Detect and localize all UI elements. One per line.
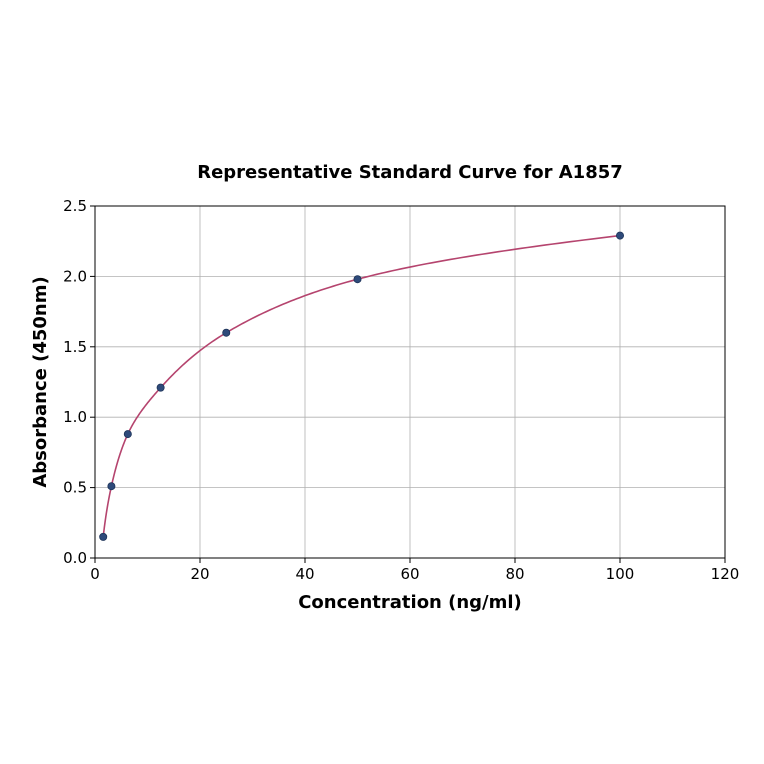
y-axis-ticks: 0.0 0.5 1.0 1.5 2.0 2.5 — [63, 197, 95, 567]
y-tick-label: 0.5 — [63, 479, 87, 497]
chart-title: Representative Standard Curve for A1857 — [197, 162, 623, 183]
grid-lines — [94, 205, 726, 559]
y-tick-label: 1.5 — [63, 338, 87, 356]
data-point — [99, 532, 108, 541]
x-tick-label: 60 — [400, 565, 419, 583]
data-point — [616, 231, 625, 240]
data-point — [222, 328, 231, 337]
data-point — [156, 383, 165, 392]
data-point — [107, 482, 116, 491]
x-tick-label: 40 — [295, 565, 314, 583]
x-tick-label: 120 — [711, 565, 740, 583]
y-tick-label: 2.0 — [63, 267, 87, 285]
y-tick-label: 2.5 — [63, 197, 87, 215]
x-tick-label: 0 — [90, 565, 100, 583]
y-tick-label: 1.0 — [63, 408, 87, 426]
y-tick-label: 0.0 — [63, 549, 87, 567]
x-tick-label: 100 — [606, 565, 635, 583]
fitted-curve — [102, 234, 621, 537]
x-tick-label: 20 — [190, 565, 209, 583]
data-point — [123, 430, 132, 439]
data-point — [353, 275, 362, 284]
y-axis-label: Absorbance (450nm) — [30, 276, 51, 487]
x-axis-label: Concentration (ng/ml) — [298, 592, 522, 613]
data-points — [99, 231, 625, 541]
x-tick-label: 80 — [505, 565, 524, 583]
x-axis-ticks: 0 20 40 60 80 100 120 — [90, 558, 739, 583]
